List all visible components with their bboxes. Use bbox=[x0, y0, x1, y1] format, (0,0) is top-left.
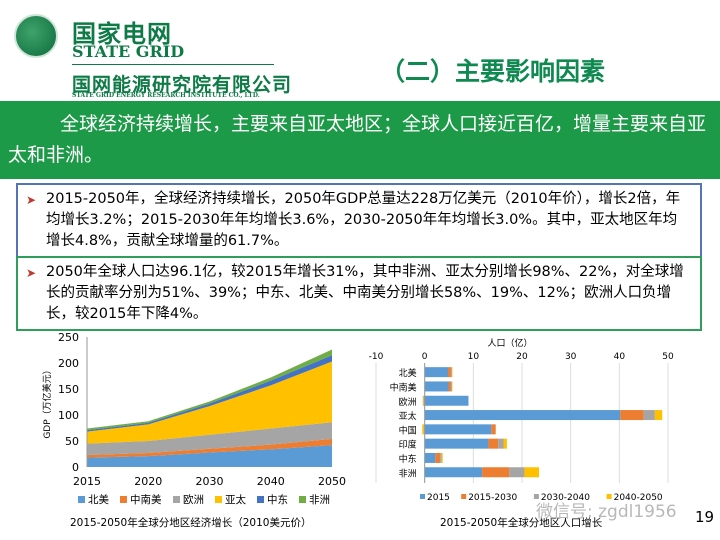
x-tick-label: 2040 bbox=[257, 475, 285, 488]
x-tick-label: 20 bbox=[516, 352, 528, 362]
legend-swatch bbox=[420, 494, 425, 499]
x-axis-label: 人口（亿） bbox=[487, 337, 532, 349]
y-axis-label: GDP（万亿美元） bbox=[41, 365, 53, 438]
bar-segment-0 bbox=[424, 424, 492, 435]
watermark: 微信号: zgdl1956 bbox=[536, 502, 677, 522]
bar-segment-3 bbox=[422, 424, 424, 435]
bar-segment-2 bbox=[643, 410, 655, 421]
chart-caption: 2015-2050年全球分地区人口增长 bbox=[440, 516, 603, 529]
page-number: 19 bbox=[695, 508, 715, 526]
institute-name: 国网能源研究院有限公司 bbox=[72, 74, 293, 96]
x-tick-label: 30 bbox=[565, 352, 577, 362]
legend-swatch bbox=[461, 494, 467, 499]
bar-segment-1 bbox=[482, 467, 510, 478]
bar-segment-1 bbox=[488, 438, 499, 449]
x-tick-label: 50 bbox=[662, 352, 674, 362]
y-tick-label: 200 bbox=[58, 357, 79, 370]
category-label: 非洲 bbox=[399, 467, 417, 479]
economy-bullet-text: 2015-2050年，全球经济持续增长，2050年GDP总量达228万亿美元（2… bbox=[46, 191, 681, 249]
legend-label: 中南美 bbox=[130, 493, 162, 506]
x-tick-label: -10 bbox=[369, 352, 384, 362]
population-bullet-box: ➤ 2050年全球人口达96.1亿，较2015年增长31%，其中非洲、亚太分别增… bbox=[16, 256, 702, 331]
chart-caption: 2015-2050年全球分地区经济增长（2010美元价） bbox=[70, 516, 311, 529]
y-tick-label: 100 bbox=[58, 409, 79, 422]
x-tick-label: 2050 bbox=[318, 475, 346, 488]
legend-label: 2015 bbox=[427, 493, 450, 503]
bar-segment-1 bbox=[448, 367, 451, 378]
bar-segment-3 bbox=[503, 438, 507, 449]
bar-segment-3 bbox=[524, 467, 540, 478]
y-tick-label: 50 bbox=[65, 435, 79, 448]
bar-segment-0 bbox=[424, 467, 483, 478]
slide-title: （二）主要影响因素 bbox=[380, 57, 606, 86]
bar-segment-2 bbox=[440, 452, 442, 463]
state-grid-logo-icon bbox=[14, 14, 58, 58]
category-label: 中东 bbox=[399, 453, 417, 465]
bar-segment-0 bbox=[424, 381, 449, 392]
legend-label: 非洲 bbox=[309, 494, 330, 506]
area-series-0 bbox=[87, 445, 332, 467]
gdp-area-chart: 0 50 100 150 200 250 2015 2020 2030 2040 2050 GDP（万… bbox=[41, 331, 346, 529]
bullet-arrow-icon: ➤ bbox=[26, 193, 37, 207]
bullet-arrow-icon: ➤ bbox=[26, 266, 37, 280]
legend-label: 2015-2030 bbox=[468, 493, 517, 503]
logo-divider bbox=[72, 64, 274, 65]
bar-segment-2 bbox=[509, 467, 525, 478]
population-bullet-text: 2050年全球人口达96.1亿，较2015年增长31%，其中非洲、亚太分别增长9… bbox=[46, 264, 684, 322]
bar-segment-1 bbox=[448, 381, 451, 392]
bar-segment-0 bbox=[424, 438, 489, 449]
summary-banner: 全球经济持续增长，主要来自亚太地区；全球人口接近百亿，增量主要来自亚太和非洲。 bbox=[0, 101, 720, 179]
legend-swatch bbox=[215, 496, 222, 503]
bar-segment-1 bbox=[491, 424, 496, 435]
legend-label: 北美 bbox=[88, 493, 109, 506]
category-label: 北美 bbox=[399, 367, 417, 379]
y-tick-label: 150 bbox=[58, 383, 79, 396]
area-series-3 bbox=[87, 361, 332, 444]
bar-segment-0 bbox=[424, 367, 449, 378]
legend-label: 中东 bbox=[267, 493, 288, 506]
area-series-1 bbox=[87, 438, 332, 458]
x-tick-label: 2015 bbox=[73, 475, 101, 488]
category-label: 亚太 bbox=[399, 410, 417, 422]
bar-segment-2 bbox=[498, 438, 504, 449]
legend-label: 2040-2050 bbox=[614, 493, 663, 503]
y-tick-label: 250 bbox=[58, 331, 79, 344]
bar-segment-2 bbox=[450, 367, 452, 378]
category-label: 中国 bbox=[399, 424, 417, 436]
category-label: 欧洲 bbox=[399, 396, 417, 408]
legend-swatch bbox=[173, 496, 180, 503]
legend-label: 2030-2040 bbox=[541, 493, 590, 503]
x-tick-label: 40 bbox=[614, 352, 626, 362]
bar-segment-3 bbox=[441, 452, 443, 463]
logo-chinese: 国家电网 bbox=[72, 20, 172, 48]
legend-label: 欧洲 bbox=[183, 494, 204, 506]
category-label: 印度 bbox=[399, 439, 417, 451]
legend-swatch bbox=[533, 494, 539, 499]
legend-swatch bbox=[606, 494, 612, 499]
x-tick-label: 2030 bbox=[196, 475, 224, 488]
category-label: 中南美 bbox=[390, 381, 417, 393]
bar-segment-0 bbox=[424, 410, 621, 421]
institute-name-english: STATE GRID ENERGY RESEARCH INSTITUTE CO.… bbox=[72, 92, 260, 99]
legend-label: 亚太 bbox=[225, 493, 246, 506]
bar-segment-2 bbox=[450, 381, 452, 392]
x-tick-label: 2020 bbox=[134, 475, 162, 488]
economy-bullet-box: ➤ 2015-2050年，全球经济持续增长，2050年GDP总量达228万亿美元… bbox=[16, 183, 702, 258]
area-series-2 bbox=[87, 422, 332, 456]
y-tick-label: 0 bbox=[72, 461, 79, 474]
legend-swatch bbox=[120, 496, 127, 503]
bar-segment-1 bbox=[435, 452, 441, 463]
legend-swatch bbox=[257, 496, 264, 503]
bar-segment-0 bbox=[424, 395, 469, 406]
bar-segment-3 bbox=[654, 410, 663, 421]
legend-swatch bbox=[299, 496, 306, 503]
x-tick-label: 10 bbox=[468, 352, 480, 362]
bar-segment-1 bbox=[620, 410, 644, 421]
logo-english: STATE GRID bbox=[72, 42, 185, 61]
legend-swatch bbox=[78, 496, 85, 503]
bar-segment-0 bbox=[424, 452, 436, 463]
x-tick-label: 0 bbox=[422, 352, 428, 362]
